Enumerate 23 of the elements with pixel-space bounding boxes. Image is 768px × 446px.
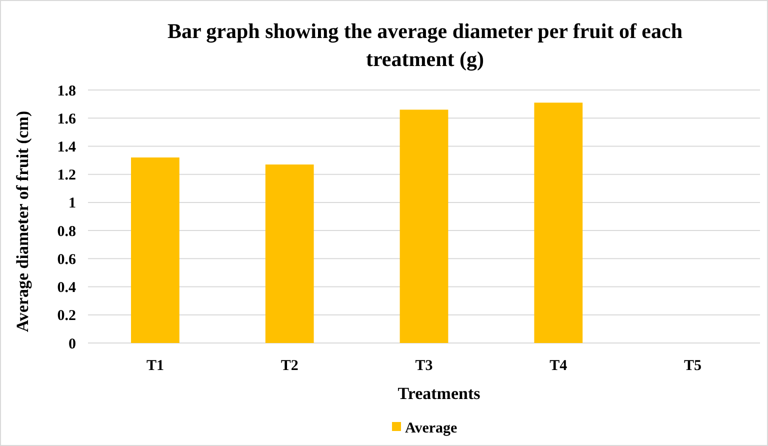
y-tick-label: 1.2 [57,168,76,184]
x-tick-label: T1 [146,358,164,374]
x-tick-label: T5 [684,358,702,374]
y-tick-label: 0.4 [57,280,76,296]
y-tick-label: 0.2 [57,308,76,324]
chart-title: Bar graph showing the average diameter per fruit of each treatment (g) [167,19,683,71]
y-tick-label: 0 [68,336,76,352]
x-tick-label: T4 [550,358,568,374]
y-tick-label: 1.6 [57,111,76,128]
legend-label: Average [405,420,458,436]
y-tick-label: 1.8 [57,83,76,100]
bar [400,110,448,343]
y-axis-title: Average diameter of fruit (cm) [13,110,32,332]
y-tick-label: 0.8 [57,224,76,240]
bar [131,157,180,343]
x-axis-title: Treatments [398,384,481,403]
y-tick-label: 0.6 [57,252,76,268]
x-tick-label: T2 [280,358,298,374]
bar [265,164,314,343]
x-tick-label: T3 [415,358,433,374]
bar [534,102,583,343]
y-tick-label: 1 [68,196,76,212]
y-tick-label: 1.4 [57,139,76,156]
